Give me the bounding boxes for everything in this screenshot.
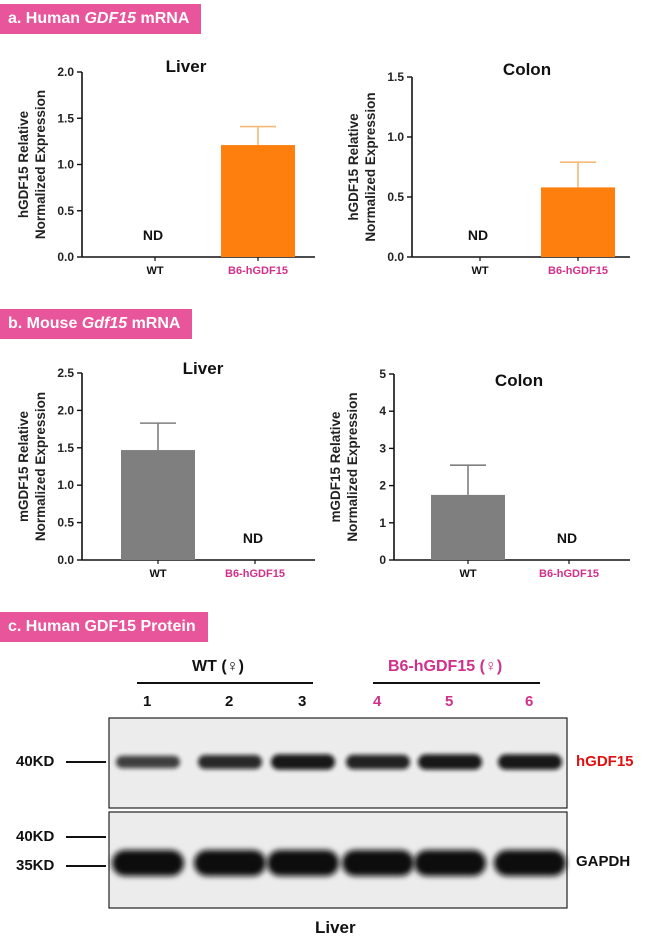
y-axis-label: hGDF15 Relative Normalized Expression [346, 92, 378, 241]
y-tick-label: 1.5 [57, 441, 74, 455]
gapdh-band [414, 850, 486, 876]
y-axis-label: mGDF15 Relative Normalized Expression [328, 392, 360, 541]
y-tick-label: 1.5 [387, 70, 404, 84]
y-tick-label: 1.0 [57, 158, 74, 172]
bar-charts: Liver hGDF15 Relative Normalized Expressio… [16, 57, 630, 580]
y-tick-label: 5 [379, 367, 386, 381]
hgdf15-band [418, 754, 482, 770]
y-tick-label: 1.0 [387, 130, 404, 144]
marker-bottom-40kd: 40KD [16, 828, 55, 845]
x-category-label: B6-hGDF15 [225, 568, 285, 580]
y-axis-label: mGDF15 Relative Normalized Expression [16, 392, 48, 541]
chart-title: Colon [495, 371, 543, 390]
y-tick-label: 1 [379, 516, 386, 530]
bar-b6-hgdf15 [221, 145, 295, 257]
x-category-label: B6-hGDF15 [548, 265, 608, 277]
lane-label-6: 6 [525, 693, 534, 710]
chart-title: Colon [503, 60, 551, 79]
chart-title: Liver [166, 57, 207, 76]
y-tick-label: 3 [379, 441, 386, 455]
y-tick-label: 2 [379, 479, 386, 493]
hgdf15-band [346, 754, 410, 770]
y-tick-label: 2.0 [57, 65, 74, 79]
nd-label: ND [143, 227, 163, 243]
bar-b6-hgdf15 [541, 187, 615, 257]
marker-bottom-35kd: 35KD [16, 857, 55, 874]
x-category-label: WT [459, 568, 476, 580]
hgdf15-band [116, 755, 180, 769]
x-category-label: WT [471, 265, 488, 277]
lane-label-4: 4 [373, 693, 382, 710]
bar-wt [431, 494, 505, 560]
section-a-label: a. Human GDF15 mRNA [0, 4, 202, 34]
x-category-label: B6-hGDF15 [539, 568, 599, 580]
gapdh-band [267, 850, 339, 876]
gapdh-band [194, 850, 266, 876]
gapdh-band [112, 850, 184, 876]
y-tick-label: 0 [379, 553, 386, 567]
wt-group-label: WT (♀) [192, 658, 244, 675]
y-tick-label: 4 [379, 404, 386, 418]
lane-label-5: 5 [445, 693, 454, 710]
lane-label-2: 2 [225, 693, 234, 710]
y-tick-label: 0.0 [57, 553, 74, 567]
chart-title: Liver [183, 359, 224, 378]
y-tick-label: 0.5 [57, 204, 74, 218]
chart-3: Liver mGDF15 Relative Normalized Expressio… [16, 359, 315, 580]
lane-label-3: 3 [298, 693, 307, 710]
gapdh-band [494, 850, 566, 876]
y-tick-label: 1.5 [57, 111, 74, 125]
y-tick-label: 0.0 [57, 250, 74, 264]
tissue-label: Liver [315, 918, 356, 937]
y-tick-label: 0.5 [57, 516, 74, 530]
x-category-label: B6-hGDF15 [228, 265, 288, 277]
y-axis-label: hGDF15 Relative Normalized Expression [16, 90, 48, 239]
section-c-label: c. Human GDF15 Protein [0, 612, 208, 642]
nd-label: ND [468, 227, 488, 243]
marker-top-40kd: 40KD [16, 753, 55, 770]
nd-label: ND [557, 530, 577, 546]
x-category-label: WT [146, 265, 163, 277]
y-tick-label: 2.0 [57, 403, 74, 417]
y-tick-label: 1.0 [57, 478, 74, 492]
hgdf15-band [198, 755, 262, 769]
section-b-label: b. Mouse Gdf15 mRNA [0, 309, 193, 339]
y-tick-label: 0.5 [387, 190, 404, 204]
hgdf-group-label: B6-hGDF15 (♀) [388, 658, 503, 675]
nd-label: ND [243, 530, 263, 546]
bar-wt [121, 450, 195, 560]
chart-4: Colon mGDF15 Relative Normalized Expressio… [328, 367, 630, 580]
lane-label-1: 1 [143, 693, 152, 710]
x-category-label: WT [149, 568, 166, 580]
y-tick-label: 2.5 [57, 366, 74, 380]
hgdf15-band [498, 754, 562, 770]
band-label-hgdf15: hGDF15 [576, 753, 634, 770]
band-label-gapdh: GAPDH [576, 853, 631, 870]
chart-1: Liver hGDF15 Relative Normalized Expressio… [16, 57, 315, 277]
gapdh-band [342, 850, 414, 876]
hgdf15-band [271, 754, 335, 770]
chart-2: Colon hGDF15 Relative Normalized Expressio… [346, 60, 630, 277]
y-tick-label: 0.0 [387, 250, 404, 264]
